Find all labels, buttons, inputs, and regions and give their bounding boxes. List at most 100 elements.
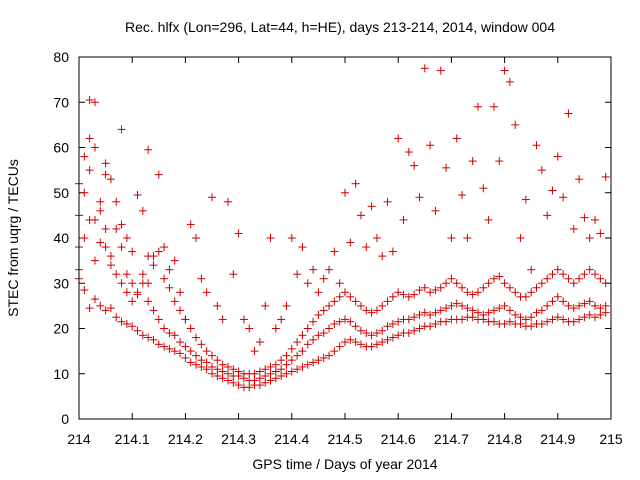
data-point <box>309 317 318 326</box>
data-point <box>106 304 115 313</box>
data-point <box>575 301 584 310</box>
data-point <box>325 301 334 310</box>
data-point <box>101 159 110 168</box>
data-point <box>367 202 376 211</box>
data-point <box>314 331 323 340</box>
data-point <box>463 234 472 242</box>
data-point <box>447 301 456 310</box>
data-point <box>165 329 174 338</box>
data-point <box>133 191 142 200</box>
data-point <box>388 292 397 301</box>
data-point <box>319 329 328 338</box>
y-tick-label: 70 <box>53 94 69 110</box>
data-point <box>165 265 174 274</box>
data-point <box>218 360 227 369</box>
data-point <box>362 329 371 338</box>
data-point <box>415 193 424 202</box>
data-point <box>106 261 115 270</box>
data-point <box>559 193 568 202</box>
data-point <box>415 324 424 333</box>
data-point <box>149 261 158 270</box>
data-point <box>474 308 482 317</box>
y-tick-label: 60 <box>53 140 69 156</box>
data-point <box>367 308 376 317</box>
data-point <box>415 286 424 295</box>
data-point <box>383 335 392 344</box>
data-point <box>117 243 126 252</box>
data-point <box>559 315 568 324</box>
data-point <box>165 283 174 292</box>
data-point <box>447 274 456 283</box>
data-point <box>569 304 578 313</box>
data-point <box>468 306 477 315</box>
data-point <box>112 224 121 233</box>
data-point <box>218 315 227 324</box>
data-point <box>330 319 339 328</box>
y-tick-label: 30 <box>53 275 69 291</box>
data-point <box>154 247 163 256</box>
data-point <box>585 265 594 274</box>
data-point <box>511 288 520 297</box>
x-tick-label: 214.6 <box>381 431 416 447</box>
data-point <box>426 141 435 150</box>
data-point <box>90 143 99 152</box>
data-point <box>388 333 397 342</box>
data-point <box>101 243 110 252</box>
data-point <box>505 306 514 315</box>
data-point <box>239 315 248 324</box>
data-point <box>128 279 137 288</box>
data-point <box>394 134 403 143</box>
data-point <box>261 372 270 381</box>
data-point <box>271 324 280 333</box>
data-point <box>277 315 286 324</box>
data-point <box>564 301 573 310</box>
data-point <box>293 270 302 279</box>
data-point <box>186 358 195 367</box>
data-point <box>282 301 291 310</box>
data-point <box>468 313 477 322</box>
data-point <box>202 358 211 367</box>
data-point <box>85 304 94 313</box>
data-point <box>543 274 552 283</box>
data-point <box>463 304 472 313</box>
data-point <box>383 197 392 206</box>
data-point <box>601 172 610 181</box>
data-point <box>303 360 312 369</box>
data-point <box>192 351 201 360</box>
data-point <box>585 310 594 319</box>
data-point <box>160 274 169 283</box>
data-point <box>436 306 445 315</box>
data-point <box>223 362 232 371</box>
data-point <box>527 265 536 274</box>
data-point <box>223 376 232 385</box>
data-point <box>410 326 419 335</box>
data-point <box>511 310 520 319</box>
data-point <box>186 324 195 333</box>
data-point <box>484 279 493 288</box>
data-point <box>319 353 328 362</box>
data-point <box>495 304 504 313</box>
data-point <box>160 243 169 252</box>
data-point <box>330 297 339 306</box>
x-tick-label: 214.1 <box>115 431 150 447</box>
data-point <box>250 347 259 356</box>
data-point <box>335 342 344 351</box>
data-point <box>176 288 185 297</box>
data-point <box>372 340 381 349</box>
data-point <box>442 304 451 313</box>
data-point <box>255 367 264 376</box>
x-tick-label: 214.8 <box>487 431 522 447</box>
data-point <box>426 310 435 319</box>
data-point <box>356 326 365 335</box>
data-point <box>192 333 201 342</box>
data-point <box>80 234 89 242</box>
plot-frame <box>78 56 612 420</box>
data-point <box>234 381 243 390</box>
data-point <box>553 313 562 322</box>
data-point <box>138 331 147 340</box>
data-point <box>154 170 163 179</box>
x-axis-label: GPS time / Days of year 2014 <box>252 456 437 472</box>
data-point <box>176 306 185 315</box>
data-point <box>479 310 488 319</box>
data-point <box>122 319 131 328</box>
